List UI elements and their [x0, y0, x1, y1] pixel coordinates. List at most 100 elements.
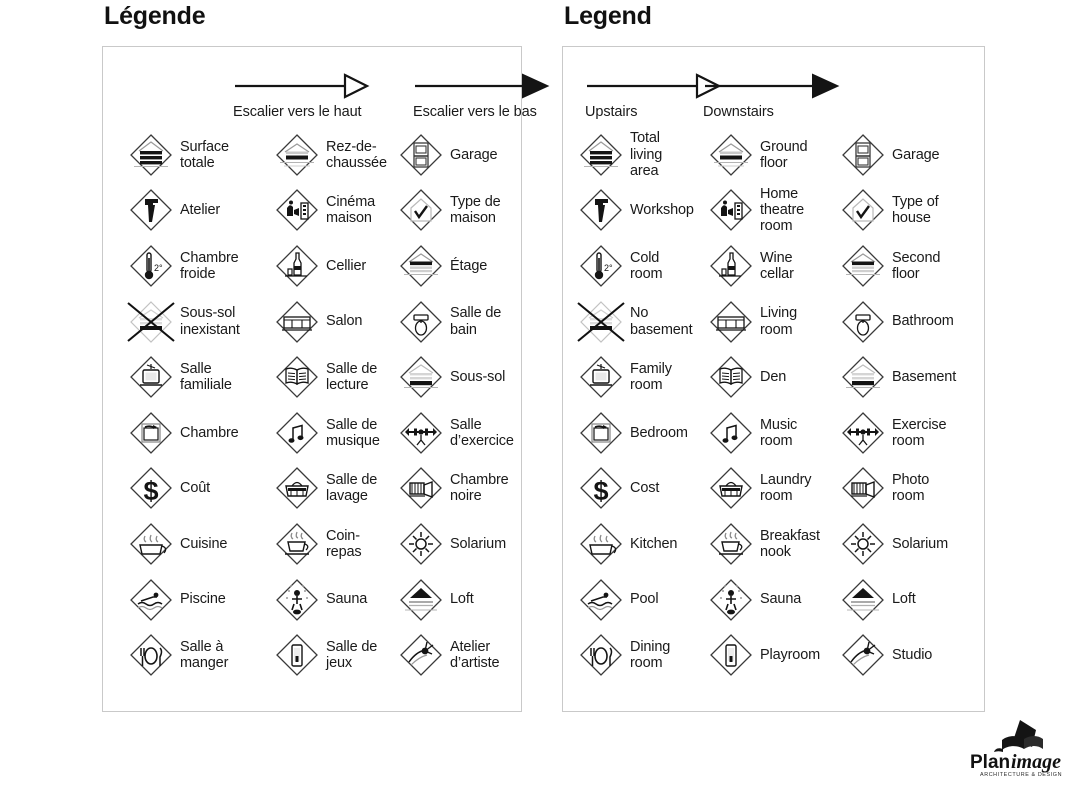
second-floor-icon [395, 240, 447, 292]
legend-row: Atelier Cinéma maison Type de maison [103, 183, 521, 239]
legend-item: Studio [837, 627, 932, 683]
exercise-room-icon [837, 407, 889, 459]
legend-row: Workshop Home theatre room Type of house [563, 183, 984, 239]
legend-item-label: Total living area [630, 130, 663, 179]
legend-panel-en: Upstairs Downstairs Total living area Grou… [562, 46, 985, 712]
legend-item: $ Cost [575, 461, 659, 517]
legend-item: Atelier d’artiste [395, 627, 500, 683]
legend-item: Exercise room [837, 405, 947, 461]
legend-item-label: Basement [892, 369, 957, 386]
legend-item-label: Coût [180, 480, 211, 497]
stairs-arrow-item: Escalier vers le haut [233, 69, 383, 120]
legend-item: Second floor [837, 238, 940, 294]
legend-row: Bedroom Music room Exercise room [563, 405, 984, 461]
sauna-icon [271, 574, 323, 626]
legend-item-label: Sauna [326, 591, 368, 608]
legend-row: Pool Sauna Loft [563, 572, 984, 628]
legend-item: Den [705, 349, 786, 405]
legend-row: $ Cost Laundry room Photo room [563, 461, 984, 517]
legend-item: $ Coût [125, 461, 210, 517]
legend-item: No basement [575, 294, 693, 350]
legend-item-label: Surface totale [180, 138, 229, 171]
wine-cellar-icon [271, 240, 323, 292]
legend-item: Rez-de- chaussée [271, 127, 387, 183]
legend-item: Salle de bain [395, 294, 501, 350]
legend-row: No basement Living room Bathroom [563, 294, 984, 350]
legend-item-label: Home theatre room [760, 186, 805, 235]
legend-row: Salle familiale Salle de lecture Sous-sol [103, 349, 521, 405]
legend-item: Music room [705, 405, 797, 461]
legend-item: Breakfast nook [705, 516, 820, 572]
legend-item-label: Garage [892, 146, 940, 163]
stairs-arrow-label: Downstairs [703, 104, 774, 120]
workshop-icon [125, 184, 177, 236]
legend-row: Cuisine Coin- repas Solarium [103, 516, 521, 572]
legend-item-label: Playroom [760, 647, 821, 664]
legend-item-label: Cold room [630, 249, 663, 282]
family-room-icon [125, 351, 177, 403]
legend-row: Dining room Playroom Studio [563, 627, 984, 683]
kitchen-icon [575, 518, 627, 570]
legend-item: Loft [837, 572, 916, 628]
stairs-arrow-row-en: Upstairs Downstairs [563, 69, 984, 127]
bathroom-icon [395, 296, 447, 348]
legend-item: Playroom [705, 627, 820, 683]
svg-text:2°: 2° [154, 263, 163, 273]
legend-item-label: Ground floor [760, 138, 808, 171]
legend-row: Sous-sol inexistant Salon Salle de bain [103, 294, 521, 350]
legend-item: Étage [395, 238, 487, 294]
legend-item: Cinéma maison [271, 183, 375, 239]
legend-item-label: Atelier d’artiste [450, 638, 500, 672]
legend-item: Cuisine [125, 516, 227, 572]
page-title-en: Legend [564, 2, 652, 30]
legend-item-label: Bathroom [892, 313, 954, 330]
legend-item-label: Loft [450, 591, 474, 608]
legend-item-label: Kitchen [630, 535, 678, 552]
loft-icon [837, 574, 889, 626]
legend-item: Photo room [837, 461, 929, 517]
legend-item-label: Workshop [630, 202, 694, 219]
legend-item: Atelier [125, 183, 220, 239]
legend-grid-fr: Surface totale Rez-de- chaussée Garage Atel… [103, 127, 521, 683]
legend-item-label: Studio [892, 647, 933, 664]
legend-item-label: Salle à manger [180, 638, 229, 672]
legend-item: Solarium [395, 516, 506, 572]
legend-item: Surface totale [125, 127, 229, 183]
legend-item: Home theatre room [705, 183, 804, 239]
legend-item: Cellier [271, 238, 366, 294]
dining-room-icon [575, 629, 627, 681]
legend-item-label: Garage [450, 146, 498, 163]
pool-icon [575, 574, 627, 626]
arrow-hollow-right-icon [233, 69, 383, 103]
legend-item-label: Salle de lavage [326, 472, 378, 505]
dining-room-icon [125, 629, 177, 681]
legend-item: Salle à manger [125, 627, 228, 683]
legend-item: Family room [575, 349, 672, 405]
photo-room-icon [837, 462, 889, 514]
laundry-room-icon [705, 462, 757, 514]
svg-text:$: $ [593, 476, 608, 506]
legend-item-label: Pool [630, 591, 659, 608]
arrow-filled-right-icon [413, 69, 563, 103]
legend-item-label: Den [760, 369, 787, 386]
legend-item: Pool [575, 572, 659, 628]
legend-item-label: Atelier [180, 202, 221, 219]
legend-item: Kitchen [575, 516, 677, 572]
den-icon [271, 351, 323, 403]
legend-item-label: Living room [760, 305, 797, 338]
legend-item: Bathroom [837, 294, 954, 350]
legend-item: Loft [395, 572, 474, 628]
den-icon [705, 351, 757, 403]
legend-item: Type of house [837, 183, 939, 239]
page-title-fr: Légende [104, 2, 206, 30]
stairs-arrow-label: Escalier vers le haut [233, 104, 362, 120]
legend-item: Garage [395, 127, 498, 183]
logo-tagline: ARCHITECTURE & DESIGN [980, 772, 1062, 778]
legend-item: Solarium [837, 516, 948, 572]
legend-item: Sous-sol inexistant [125, 294, 240, 350]
garage-icon [837, 129, 889, 181]
legend-item-label: Coin- repas [326, 527, 362, 560]
legend-row: Salle à manger Salle de jeux Atelier d’art… [103, 627, 521, 683]
legend-item-label: Music room [760, 416, 798, 449]
legend-item-label: Family room [630, 360, 672, 394]
